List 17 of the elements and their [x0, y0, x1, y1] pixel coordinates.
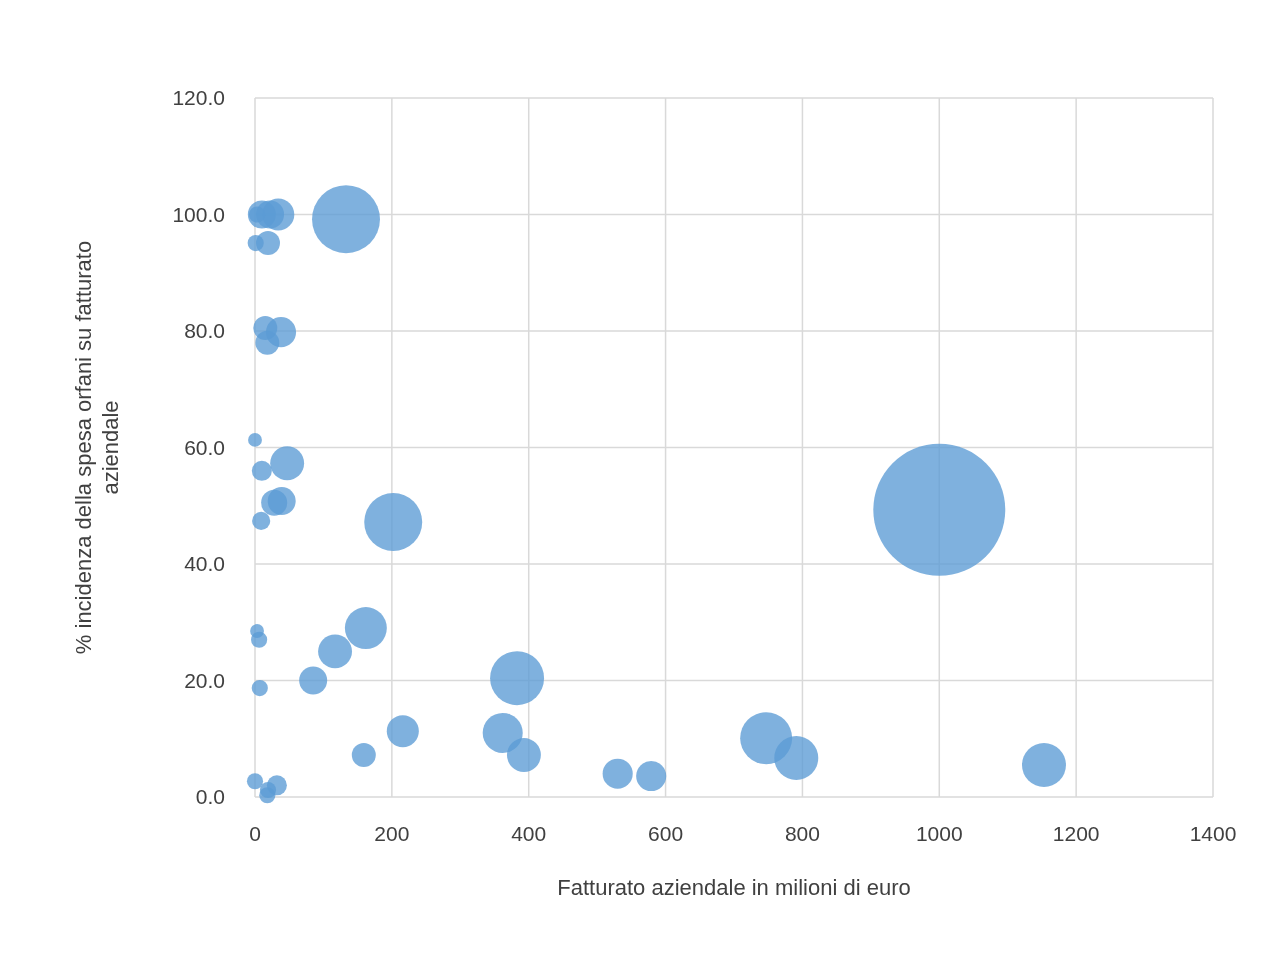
y-tick-label: 40.0: [184, 552, 225, 575]
x-tick-label: 1000: [915, 822, 963, 845]
y-tick-label: 60.0: [184, 435, 225, 459]
x-tick-label: 1400: [1189, 822, 1237, 845]
x-tick-label: 1200: [1052, 822, 1100, 845]
x-tick-label: 800: [784, 822, 820, 845]
x-tick-label: 600: [648, 822, 684, 845]
y-tick-label: 20.0: [184, 668, 225, 692]
y-tick-label: 100.0: [172, 202, 225, 226]
x-tick-label: 200: [374, 822, 410, 845]
y-axis-title: % incidenza della spesa orfani su fatturato aziendale: [71, 240, 123, 655]
y-tick-label: 0.0: [195, 785, 225, 808]
x-tick-label: 400: [511, 822, 547, 845]
x-axis-title: Fatturato aziendale in milioni di euro: [557, 875, 911, 900]
y-tick-label: 120.0: [172, 86, 225, 109]
x-tick-label: 0: [249, 822, 261, 845]
y-tick-label: 80.0: [184, 319, 225, 342]
